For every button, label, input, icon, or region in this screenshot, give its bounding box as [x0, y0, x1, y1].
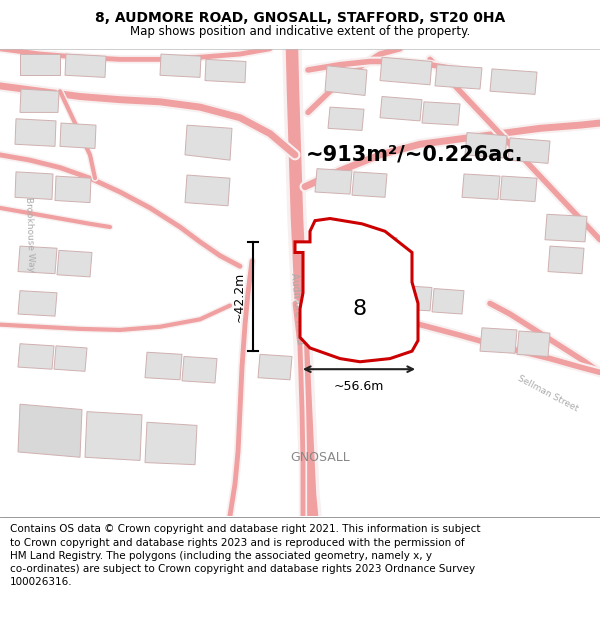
Polygon shape — [145, 422, 197, 465]
Polygon shape — [500, 176, 537, 201]
Polygon shape — [205, 59, 246, 82]
Polygon shape — [185, 175, 230, 206]
Polygon shape — [435, 64, 482, 89]
Polygon shape — [160, 54, 201, 78]
Text: ~913m²/~0.226ac.: ~913m²/~0.226ac. — [306, 145, 524, 165]
Polygon shape — [54, 346, 87, 371]
Polygon shape — [15, 119, 56, 146]
Polygon shape — [65, 54, 106, 78]
Polygon shape — [60, 123, 96, 149]
Polygon shape — [365, 236, 397, 261]
Polygon shape — [258, 354, 292, 380]
Polygon shape — [328, 107, 364, 131]
Polygon shape — [480, 328, 517, 353]
Polygon shape — [85, 412, 142, 461]
Polygon shape — [432, 289, 464, 314]
Polygon shape — [490, 69, 537, 94]
Polygon shape — [422, 102, 460, 125]
Text: Brookhouse Way: Brookhouse Way — [24, 197, 36, 272]
Polygon shape — [20, 54, 60, 75]
Polygon shape — [20, 89, 59, 112]
Polygon shape — [185, 125, 232, 160]
Polygon shape — [395, 286, 432, 311]
Polygon shape — [18, 344, 54, 369]
Text: ~42.2m: ~42.2m — [233, 271, 246, 322]
Polygon shape — [517, 331, 550, 356]
Polygon shape — [465, 132, 507, 158]
Polygon shape — [18, 291, 57, 316]
Polygon shape — [55, 176, 91, 202]
Text: Audmore Road: Audmore Road — [289, 272, 305, 345]
Text: 8, AUDMORE ROAD, GNOSALL, STAFFORD, ST20 0HA: 8, AUDMORE ROAD, GNOSALL, STAFFORD, ST20… — [95, 11, 505, 25]
Polygon shape — [545, 214, 587, 242]
Polygon shape — [462, 174, 500, 199]
Polygon shape — [182, 356, 217, 383]
Polygon shape — [330, 232, 367, 258]
Polygon shape — [508, 138, 550, 163]
Polygon shape — [57, 251, 92, 277]
Polygon shape — [295, 219, 418, 362]
Polygon shape — [18, 404, 82, 458]
Text: Sellman Street: Sellman Street — [516, 374, 580, 413]
Polygon shape — [18, 246, 57, 274]
Polygon shape — [352, 172, 387, 198]
Polygon shape — [15, 172, 53, 199]
Text: 8: 8 — [353, 299, 367, 319]
Polygon shape — [145, 352, 182, 380]
Polygon shape — [315, 169, 352, 194]
Text: GNOSALL: GNOSALL — [290, 451, 350, 464]
Polygon shape — [325, 66, 367, 96]
Text: ~56.6m: ~56.6m — [334, 380, 384, 392]
Text: Map shows position and indicative extent of the property.: Map shows position and indicative extent… — [130, 25, 470, 38]
Polygon shape — [380, 96, 422, 121]
Polygon shape — [380, 58, 432, 85]
Polygon shape — [548, 246, 584, 274]
Text: Contains OS data © Crown copyright and database right 2021. This information is : Contains OS data © Crown copyright and d… — [10, 524, 481, 587]
